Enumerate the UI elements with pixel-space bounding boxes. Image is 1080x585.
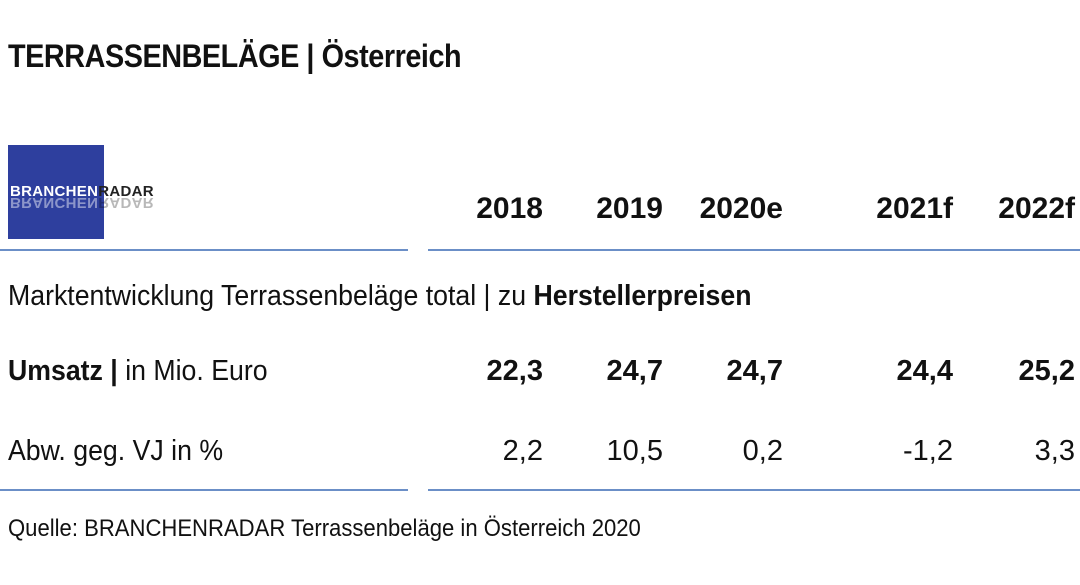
umsatz-2022f: 25,2 xyxy=(1018,355,1075,387)
umsatz-2019: 24,7 xyxy=(606,355,663,387)
source-note: Quelle: BRANCHENRADAR Terrassenbeläge in… xyxy=(8,515,641,542)
header-rule-left xyxy=(0,249,408,251)
abweichung-2019: 10,5 xyxy=(606,435,663,467)
branchenradar-logo xyxy=(8,145,104,239)
footer-rule-right xyxy=(428,489,1080,491)
logo-text-part1: BRANCHEN xyxy=(10,183,99,200)
year-header-2021f: 2021f xyxy=(876,192,953,225)
row-label-abweichung: Abw. geg. VJ in % xyxy=(8,435,224,467)
section-heading: Marktentwicklung Terrassenbeläge total |… xyxy=(8,280,752,312)
umsatz-2020e: 24,7 xyxy=(726,355,783,387)
year-header-2019: 2019 xyxy=(596,192,663,225)
abweichung-2021f: -1,2 xyxy=(903,435,953,467)
abweichung-2022f: 3,3 xyxy=(1034,435,1075,467)
header-rule-right xyxy=(428,249,1080,251)
page-title: TERRASSENBELÄGE | Österreich xyxy=(8,38,462,74)
logo-reflection: BRANCHENRADAR xyxy=(10,194,154,211)
year-header-2022f: 2022f xyxy=(998,192,1075,225)
umsatz-2018: 22,3 xyxy=(486,355,543,387)
umsatz-2021f: 24,4 xyxy=(896,355,953,387)
year-header-2020e: 2020e xyxy=(699,192,783,225)
abweichung-2018: 2,2 xyxy=(502,435,543,467)
footer-rule-left xyxy=(0,489,408,491)
abweichung-2020e: 0,2 xyxy=(742,435,783,467)
logo-text: BRANCHENRADAR xyxy=(10,183,154,200)
row-label-umsatz: Umsatz | in Mio. Euro xyxy=(8,355,268,387)
year-header-2018: 2018 xyxy=(476,192,543,225)
logo-text-part2: RADAR xyxy=(98,183,154,200)
